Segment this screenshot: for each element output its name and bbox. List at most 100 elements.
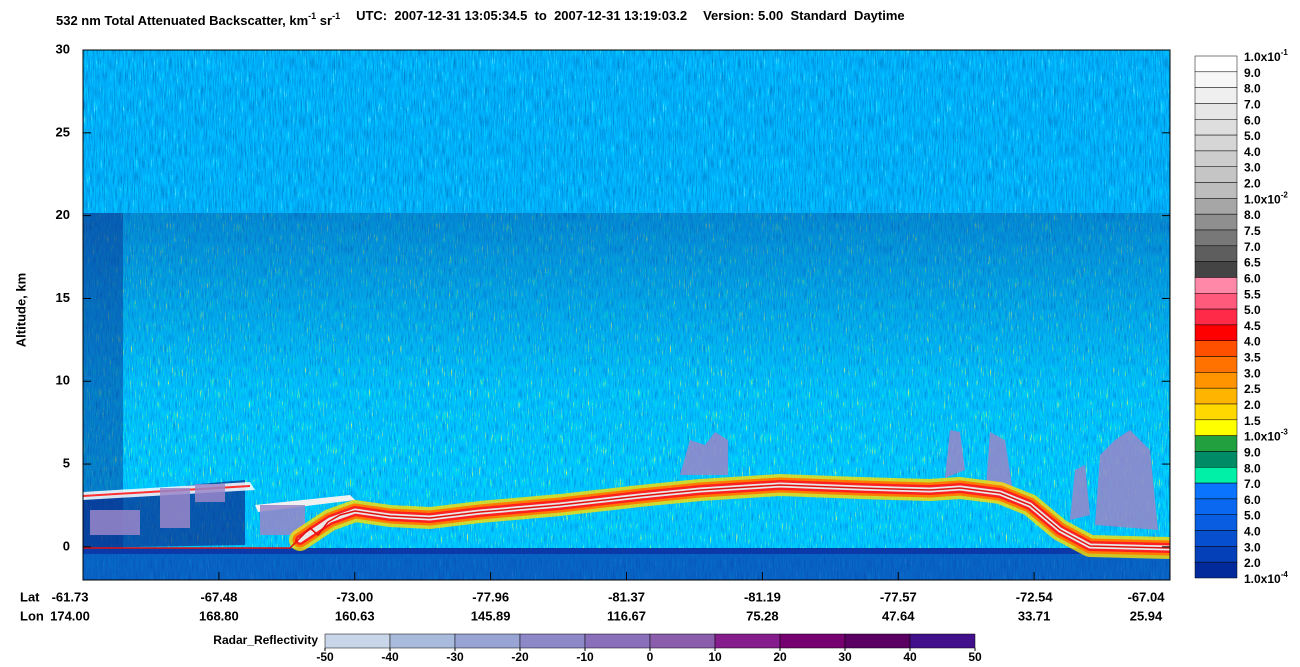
y-tick-label: 20 (56, 207, 70, 222)
colorbar-label-exponent: -3 (1281, 428, 1289, 437)
colorbar-band (1194, 198, 1238, 215)
surface-band (83, 474, 1170, 559)
lat-tick-label: -67.04 (1128, 589, 1166, 604)
colorbar-label: 7.0 (1244, 240, 1261, 254)
colorbar-label-text: 8.0 (1244, 461, 1261, 475)
colorbar-label: 4.0 (1244, 145, 1261, 159)
radar-tick-label: 0 (647, 650, 654, 664)
colorbar-label-text: 8.0 (1244, 82, 1261, 96)
colorbar-label: 1.0x10-3 (1244, 428, 1288, 444)
radar-colorbar-band (909, 633, 976, 649)
colorbar-label-text: 5.5 (1244, 287, 1261, 301)
colorbar-band (1194, 213, 1238, 231)
lat-tick-label: -72.54 (1016, 589, 1054, 604)
radar-tick-label: 50 (968, 650, 982, 664)
radar-tick-label: 30 (838, 650, 852, 664)
colorbar-band (1194, 261, 1238, 278)
title-text: 532 nm Total Attenuated Backscatter, km (56, 13, 308, 28)
lon-tick-label: 145.89 (471, 608, 511, 623)
y-tick-label: 5 (63, 456, 70, 471)
radar-label: Radar_Reflectivity (213, 633, 318, 647)
colorbar-band (1194, 467, 1238, 484)
colorbar-label: 5.0 (1244, 509, 1261, 523)
radar-tick-label: 10 (708, 650, 722, 664)
y-tick-label: 25 (56, 124, 70, 139)
lon-tick-label: 168.80 (199, 608, 239, 623)
colorbar-label-text: 2.0 (1244, 398, 1261, 412)
colorbar-label: 7.5 (1244, 224, 1261, 238)
colorbar-band (1194, 419, 1238, 436)
radar-colorbar-band (779, 633, 846, 649)
colorbar-label-text: 4.0 (1244, 335, 1261, 349)
radar-colorbar-band (649, 633, 716, 649)
colorbar-label: 4.0 (1244, 525, 1261, 539)
lat-tick-label: -81.19 (744, 589, 781, 604)
colorbar-band (1194, 435, 1238, 452)
colorbar-label-text: 6.0 (1244, 113, 1261, 127)
y-tick-label: 0 (63, 538, 70, 553)
colorbar-band (1194, 356, 1238, 373)
colorbar-band (1194, 277, 1238, 294)
radar-tick-label: -40 (381, 650, 399, 664)
radar-echo (945, 430, 1158, 530)
colorbar-band (1194, 308, 1238, 326)
colorbar-label-text: 4.0 (1244, 525, 1261, 539)
colorbar-band (1194, 324, 1238, 341)
lon-tick-label: 47.64 (882, 608, 915, 623)
colorbar-label: 2.0 (1244, 556, 1261, 570)
title-text: sr (316, 13, 332, 28)
colorbar-label-text: 5.0 (1244, 303, 1261, 317)
y-tick-label: 10 (56, 373, 70, 388)
colorbar-label-exponent: -4 (1281, 570, 1289, 579)
radar-colorbar-band (844, 633, 911, 649)
colorbar-label: 5.5 (1244, 287, 1261, 301)
lon-tick-label: 116.67 (607, 608, 646, 623)
backscatter-image (83, 50, 1170, 580)
lon-tick-label: 75.28 (746, 608, 779, 623)
colorbar-label-text: 2.5 (1244, 382, 1261, 396)
colorbar-label-text: 1.0x10 (1244, 193, 1281, 207)
colorbar-label: 6.0 (1244, 272, 1261, 286)
lat-tick-label: -81.37 (608, 589, 645, 604)
radar-tick-label: 40 (903, 650, 917, 664)
radar-tick-label: -10 (576, 650, 594, 664)
colorbar-label: 6.0 (1244, 113, 1261, 127)
y-tick-label: 30 (56, 41, 70, 56)
lat-tick-label: -67.48 (200, 589, 237, 604)
colorbar-label-text: 6.0 (1244, 493, 1261, 507)
colorbar-band (1194, 119, 1238, 136)
colorbar-label-exponent: -1 (1281, 48, 1289, 57)
colorbar-band (1194, 372, 1238, 389)
colorbar-label: 1.0x10-2 (1244, 190, 1288, 206)
upper-noise (83, 50, 1170, 213)
colorbar-label: 8.0 (1244, 208, 1261, 222)
lat-tick-label: -61.73 (52, 589, 89, 604)
colorbar-label: 6.5 (1244, 256, 1261, 270)
lon-tick-label: 160.63 (335, 608, 375, 623)
colorbar-label-text: 5.0 (1244, 509, 1261, 523)
colorbar-label-text: 9.0 (1244, 446, 1261, 460)
colorbar-label-text: 2.0 (1244, 177, 1261, 191)
colorbar-label-text: 9.0 (1244, 66, 1261, 80)
colorbar-band (1194, 387, 1238, 405)
colorbar-label: 2.0 (1244, 177, 1261, 191)
colorbar-label-text: 1.0x10 (1244, 430, 1281, 444)
colorbar: 1.0x10-19.08.07.06.05.04.03.02.01.0x10-2… (1194, 48, 1289, 586)
y-tick-label: 15 (56, 290, 70, 305)
colorbar-band (1194, 166, 1238, 183)
colorbar-label-text: 5.0 (1244, 129, 1261, 143)
radar-colorbar-band (519, 633, 586, 649)
radar-colorbar-band (389, 633, 456, 649)
colorbar-band (1194, 451, 1238, 468)
version: Version: 5.00 Standard Daytime (703, 8, 905, 23)
colorbar-band (1194, 340, 1238, 357)
radar-tick-label: -20 (511, 650, 529, 664)
colorbar-label-text: 6.0 (1244, 272, 1261, 286)
colorbar-label-text: 7.0 (1244, 240, 1261, 254)
colorbar-band (1194, 546, 1238, 563)
colorbar-label-text: 3.0 (1244, 161, 1261, 175)
radar-tick-label: -30 (446, 650, 464, 664)
axes: 0 5 10 15 20 25 30 Lat Lon -61.73 174.00 -67.48 168.… (20, 41, 1171, 623)
colorbar-label: 9.0 (1244, 446, 1261, 460)
colorbar-label-text: 2.0 (1244, 556, 1261, 570)
